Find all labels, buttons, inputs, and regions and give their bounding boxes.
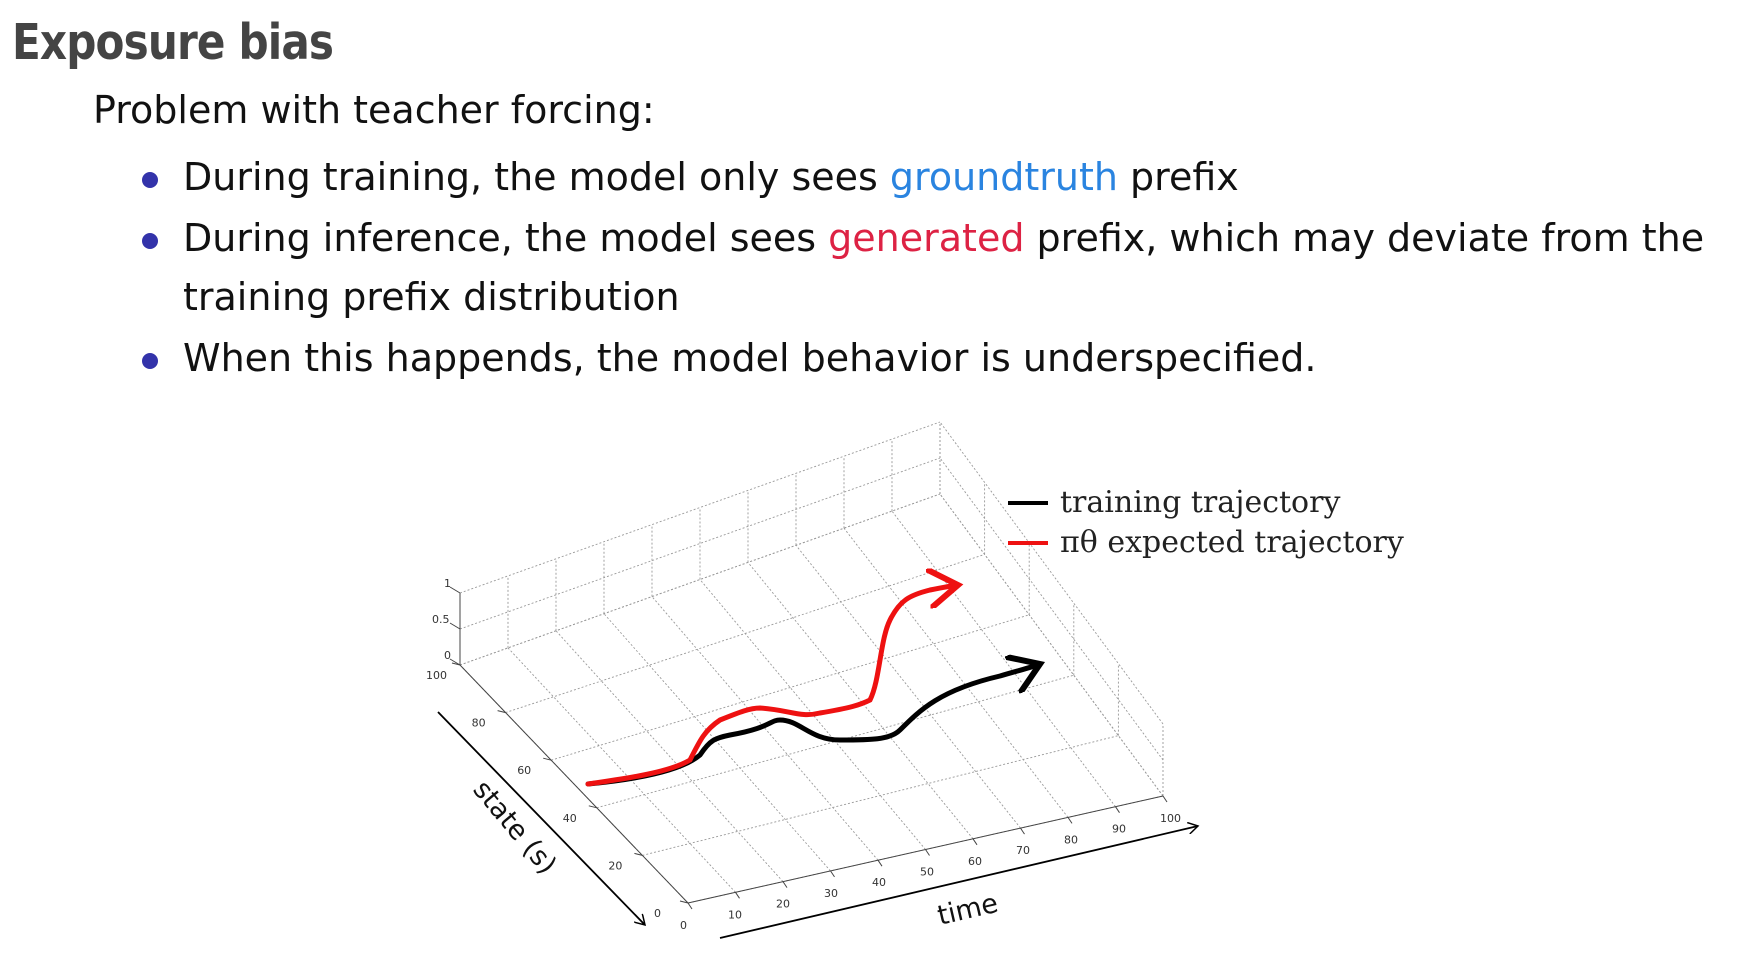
bullet-underspecified: When this happends, the model behavior i… (140, 329, 1740, 388)
state-tick-label: 20 (608, 859, 622, 872)
state-tick-label: 60 (517, 764, 531, 777)
state-axis-arrow (437, 711, 645, 925)
highlight-groundtruth: groundtruth (889, 155, 1118, 199)
bullet-text: When this happends, the model behavior i… (183, 336, 1317, 380)
time-tick-label: 80 (1064, 833, 1078, 846)
state-tick-label: 40 (563, 812, 577, 825)
bullet-training: During training, the model only sees gro… (140, 148, 1740, 207)
bullet-text: During inference, the model sees (183, 216, 829, 260)
state-tick-label: 100 (426, 669, 447, 682)
legend-label-expected: πθ expected trajectory (1060, 525, 1404, 560)
time-tick-label: 30 (824, 887, 838, 900)
bullet-text: prefix (1117, 155, 1239, 199)
time-tick-label: 100 (1160, 812, 1181, 825)
bullet-text: During training, the model only sees (183, 155, 890, 199)
bullet-inference: During inference, the model sees generat… (140, 209, 1740, 327)
z-tick-label: 0 (444, 649, 451, 662)
z-tick-label: 0.5 (432, 613, 450, 626)
intro-text: Problem with teacher forcing: (93, 88, 655, 132)
legend-label-training: training trajectory (1060, 485, 1340, 520)
time-tick-label: 10 (728, 908, 742, 921)
bullet-text: prefix, which may deviate from the train… (183, 216, 1705, 319)
time-tick-label: 70 (1016, 844, 1030, 857)
z-tick-labels: 00.51 (432, 577, 451, 662)
time-tick-label: 0 (680, 919, 687, 932)
expected-trajectory (585, 585, 958, 787)
time-axis-label: time (935, 888, 1001, 932)
time-tick-label: 90 (1112, 823, 1126, 836)
state-tick-label: 80 (472, 717, 486, 730)
training-trajectory (585, 664, 1040, 787)
time-tick-label: 60 (968, 855, 982, 868)
time-tick-labels: 0 10 20 30 40 50 60 70 80 90 100 (680, 812, 1181, 932)
slide-title: Exposure bias (12, 14, 334, 71)
time-tick-label: 50 (920, 866, 934, 879)
z-tick-label: 1 (444, 577, 451, 590)
time-tick-label: 40 (872, 876, 886, 889)
legend: training trajectory πθ expected trajecto… (1008, 485, 1404, 560)
state-tick-label: 0 (654, 907, 661, 920)
state-tick-labels: 0 20 40 60 80 100 (426, 669, 661, 920)
bullet-list: During training, the model only sees gro… (140, 148, 1740, 388)
time-tick-label: 20 (776, 898, 790, 911)
highlight-generated: generated (828, 216, 1025, 260)
time-axis-arrow (719, 826, 1198, 939)
plot-grid (459, 421, 1164, 904)
plot-frame (449, 586, 1168, 910)
